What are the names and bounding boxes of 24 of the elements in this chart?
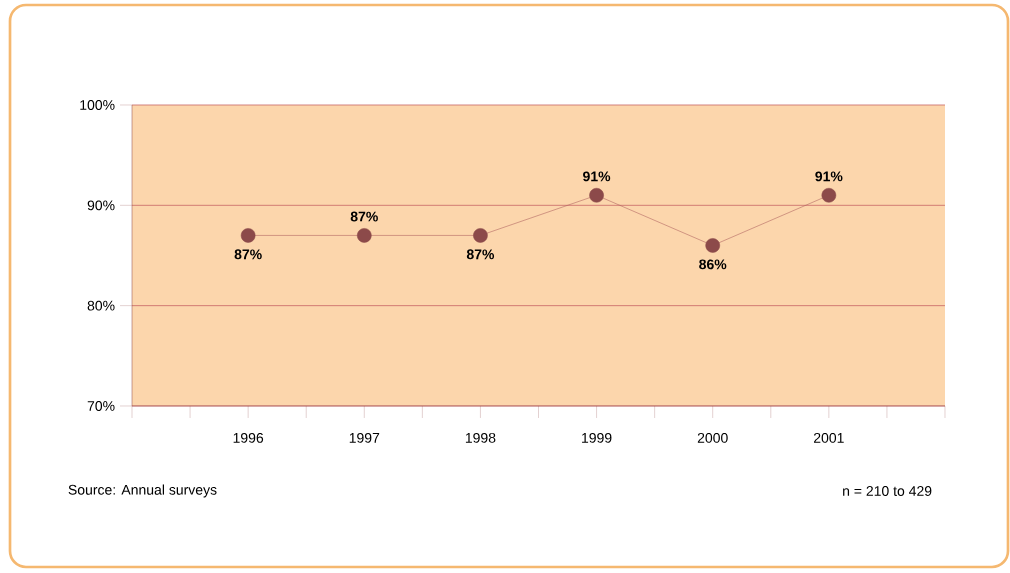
point bbox=[589, 188, 604, 203]
x-tick-label: 2001 bbox=[813, 432, 844, 443]
data-label: 86% bbox=[699, 259, 727, 270]
y-tick-label: 80% bbox=[87, 300, 115, 311]
data-label: 87% bbox=[350, 211, 378, 222]
y-tick-label: 100% bbox=[80, 100, 115, 110]
point bbox=[821, 188, 837, 203]
x-tick-label: 2000 bbox=[697, 432, 728, 443]
y-tick-label: 90% bbox=[87, 200, 115, 211]
x-tick-label: 1998 bbox=[465, 432, 496, 443]
source-note: Source: Annual surveys bbox=[68, 484, 217, 498]
point bbox=[705, 238, 720, 253]
y-tick-label: 70% bbox=[87, 401, 115, 411]
data-label: 91% bbox=[815, 171, 843, 182]
text: n = 210 to 429 bbox=[843, 486, 932, 496]
data-label: 87% bbox=[234, 249, 262, 260]
x-tick-label: 1996 bbox=[233, 432, 264, 443]
data-label: 91% bbox=[583, 171, 611, 182]
data-label: 87% bbox=[466, 249, 495, 260]
point bbox=[357, 228, 372, 243]
x-tick-label: 1997 bbox=[349, 432, 380, 443]
point bbox=[240, 228, 256, 243]
point bbox=[473, 228, 488, 243]
x-tick-label: 1999 bbox=[582, 432, 612, 443]
